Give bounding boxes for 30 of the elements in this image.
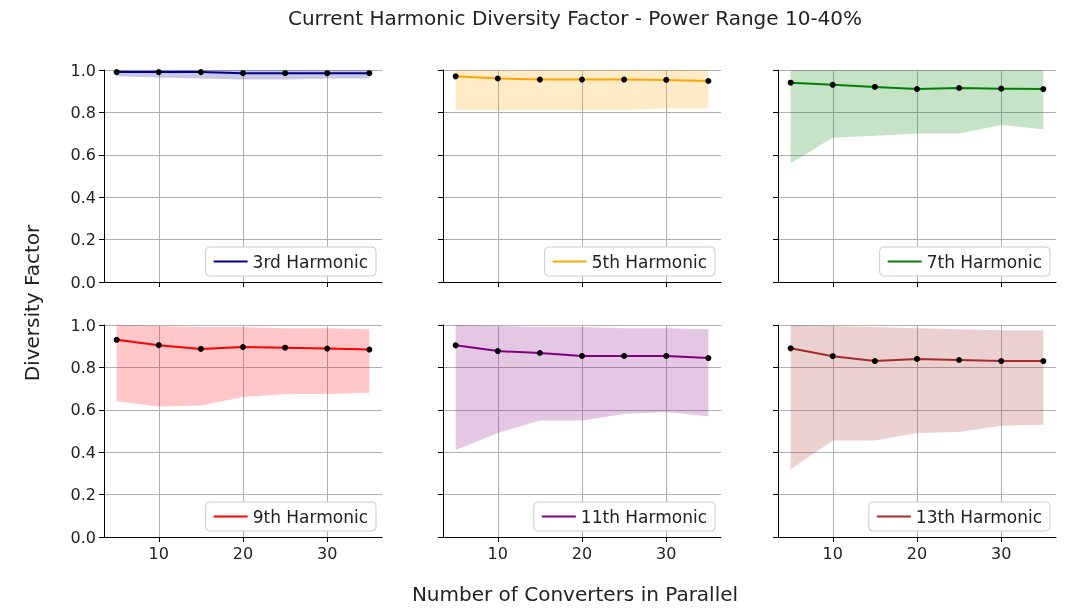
x-tick-label: 20: [571, 543, 593, 563]
legend-label: 5th Harmonic: [591, 251, 707, 272]
legend-label: 11th Harmonic: [580, 506, 707, 527]
x-tick-label: 20: [906, 543, 928, 563]
y-tick-label: 1.0: [70, 315, 96, 335]
y-tick-label: 0.6: [70, 400, 96, 420]
x-tick-label: 10: [148, 543, 169, 563]
y-tick-label: 1.0: [70, 60, 96, 80]
y-tick-label: 0.0: [70, 527, 96, 547]
legend-label: 3rd Harmonic: [252, 251, 369, 272]
x-tick-label: 30: [656, 543, 677, 563]
y-tick-label: 0.6: [70, 145, 96, 165]
y-tick-label: 0.8: [70, 102, 96, 122]
x-tick-label: 10: [822, 543, 843, 563]
y-tick-label: 0.0: [70, 272, 96, 292]
y-tick-label: 0.2: [70, 230, 96, 250]
x-tick-label: 30: [317, 543, 338, 563]
y-tick-label: 0.4: [70, 442, 96, 462]
x-tick-label: 10: [487, 543, 508, 563]
legend-label: 7th Harmonic: [926, 251, 1042, 272]
y-tick-label: 0.2: [70, 485, 96, 505]
y-tick-label: 0.4: [70, 187, 96, 207]
y-axis-title: Diversity Factor: [20, 223, 44, 384]
text: Current Harmonic Diversity Factor - Power Range 10-40%: [286, 6, 864, 30]
legend-label: 9th Harmonic: [252, 506, 368, 527]
x-tick-label: 30: [991, 543, 1012, 563]
x-axis-title: Number of Converters in Parallel: [410, 582, 740, 606]
x-tick-label: 20: [232, 543, 254, 563]
legend-label: 13th Harmonic: [915, 506, 1042, 527]
y-tick-label: 0.8: [70, 357, 96, 377]
